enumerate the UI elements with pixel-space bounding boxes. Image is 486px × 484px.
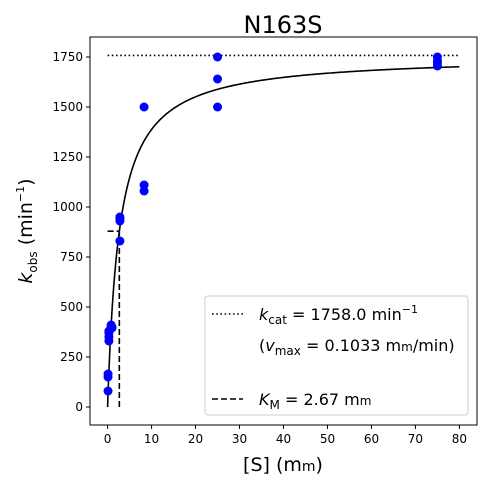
y-tick-label: 750 bbox=[60, 250, 83, 264]
y-tick-label: 1000 bbox=[52, 200, 83, 214]
x-tick-label: 50 bbox=[320, 432, 335, 446]
data-point bbox=[213, 74, 223, 84]
x-tick-label: 60 bbox=[364, 432, 379, 446]
y-axis-ticks: 0 250 500 750 1000 1250 1500 1750 bbox=[52, 50, 90, 414]
legend-box bbox=[204, 295, 469, 416]
data-points bbox=[103, 52, 442, 396]
chart-title: N163S bbox=[244, 11, 323, 39]
data-point bbox=[103, 369, 113, 379]
x-tick-label: 20 bbox=[188, 432, 203, 446]
y-tick-label: 1750 bbox=[52, 50, 83, 64]
data-point bbox=[115, 236, 125, 246]
legend-vmax-label: (vmax = 0.1033 mm/min) bbox=[259, 336, 455, 358]
legend: kcat = 1758.0 min−1 (vmax = 0.1033 mm/mi… bbox=[204, 295, 469, 416]
legend-kcat-label: kcat = 1758.0 min−1 bbox=[259, 303, 418, 327]
x-tick-label: 10 bbox=[144, 432, 159, 446]
data-point bbox=[432, 61, 442, 71]
x-axis-label-unit-small-caps: m bbox=[302, 459, 316, 475]
y-tick-label: 0 bbox=[75, 400, 83, 414]
data-point bbox=[103, 386, 113, 396]
x-tick-label: 80 bbox=[452, 432, 467, 446]
data-point bbox=[213, 52, 223, 62]
x-tick-label: 0 bbox=[104, 432, 112, 446]
data-point bbox=[107, 323, 117, 333]
y-tick-label: 1250 bbox=[52, 150, 83, 164]
michaelis-menten-fit-curve bbox=[106, 65, 460, 407]
data-point bbox=[139, 102, 149, 112]
x-axis-label: [S] (mm) bbox=[243, 454, 323, 476]
x-tick-label: 30 bbox=[232, 432, 247, 446]
data-point bbox=[213, 102, 223, 112]
y-tick-label: 250 bbox=[60, 350, 83, 364]
data-point bbox=[115, 214, 125, 224]
x-tick-label: 70 bbox=[408, 432, 423, 446]
y-axis-label: kobs (min−1) bbox=[14, 178, 40, 283]
x-axis-ticks: 0 10 20 30 40 50 60 70 80 bbox=[104, 425, 467, 446]
data-point bbox=[139, 180, 149, 190]
x-tick-label: 40 bbox=[276, 432, 291, 446]
y-tick-label: 500 bbox=[60, 300, 83, 314]
legend-km-label: KM = 2.67 mm bbox=[259, 390, 371, 412]
y-tick-label: 1500 bbox=[52, 100, 83, 114]
